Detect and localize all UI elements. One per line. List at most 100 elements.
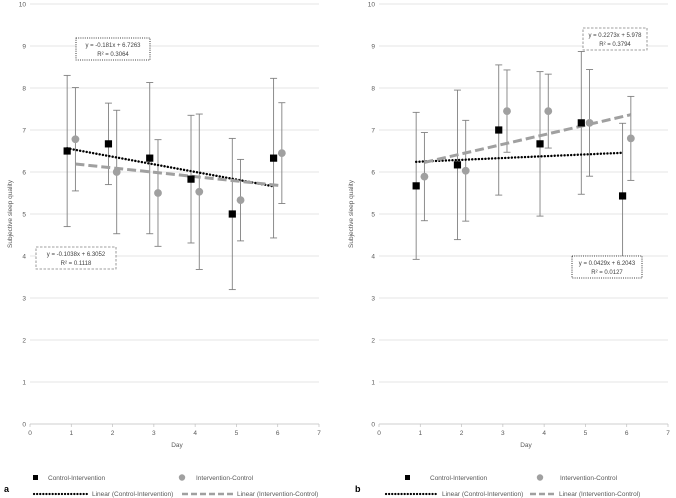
panel-b-x-tick-1: 1 <box>418 430 422 437</box>
panel-a-trendline-ci <box>65 147 275 188</box>
panel-a-point-ic-2 <box>154 189 162 197</box>
panel-a-y-tick-2: 2 <box>22 337 26 344</box>
panel-b-y-tick-6: 6 <box>371 169 375 176</box>
panel-a: 0 1 2 3 4 5 6 7 8 9 10 0 1 2 3 4 5 6 7 Subjective sleep q… <box>4 1 321 498</box>
panel-b-legend-label-linear-ic: Linear (Intervention-Control) <box>559 491 640 498</box>
panel-b-y-ticks: 0 1 2 3 4 5 6 7 8 9 10 <box>368 1 376 428</box>
panel-a-y-tick-6: 6 <box>22 169 26 176</box>
panel-a-x-tick-4: 4 <box>193 430 197 437</box>
panel-a-legend-label-ic: Intervention-Control <box>196 475 254 482</box>
panel-b-x-tick-6: 6 <box>625 430 629 437</box>
panel-a-y-tick-3: 3 <box>22 295 26 302</box>
panel-a-y-tick-10: 10 <box>19 1 27 8</box>
panel-a-point-ic-5 <box>277 149 286 158</box>
panel-b-point-ci-0 <box>412 182 420 190</box>
panel-a-point-ic-4 <box>236 196 245 205</box>
panel-a-point-ci-5 <box>269 154 278 162</box>
panel-a-legend-label-ci: Control-Intervention <box>48 475 105 482</box>
panel-b-x-tick-4: 4 <box>542 430 546 437</box>
panel-a-x-axis-label: Day <box>171 442 183 449</box>
panel-b-y-tick-3: 3 <box>371 295 375 302</box>
panel-b-y-tick-1: 1 <box>371 379 375 386</box>
panel-b-y-tick-9: 9 <box>371 43 375 50</box>
panel-a-points <box>63 135 286 218</box>
panel-a-trendlines <box>65 147 283 188</box>
panel-b-point-ic-3 <box>544 107 553 115</box>
panel-a-y-tick-0: 0 <box>22 421 26 428</box>
panel-a-x-ticks: 0 1 2 3 4 5 6 7 <box>28 424 321 437</box>
panel-a-x-tick-5: 5 <box>235 430 239 437</box>
panel-a-x-tick-3: 3 <box>152 430 156 437</box>
panel-a-point-ci-3 <box>187 175 195 183</box>
panel-b: 0 1 2 3 4 5 6 7 8 9 10 0 1 2 3 4 5 6 7 Subjective sleep q… <box>348 1 670 498</box>
panel-a-y-tick-8: 8 <box>22 85 26 92</box>
panel-a-x-tick-2: 2 <box>111 430 115 437</box>
panel-a-eq-intervention-control: y = -0.1038x + 6.3052 R² = 0.1118 <box>35 246 117 270</box>
panel-b-x-ticks: 0 1 2 3 4 5 6 7 <box>377 424 670 437</box>
panel-b-eq-ic-line2: R² = 0.3794 <box>599 42 631 48</box>
panel-b-grid <box>379 3 668 425</box>
panel-a-y-tick-7: 7 <box>22 127 26 134</box>
panel-b-points <box>412 107 635 200</box>
panel-a-legend-label-linear-ci: Linear (Control-Intervention) <box>92 491 173 498</box>
panel-b-legend: Control-Intervention Intervention-Contro… <box>384 474 640 498</box>
panel-a-x-tick-7: 7 <box>317 430 321 437</box>
panel-b-legend-label-ci: Control-Intervention <box>430 475 487 482</box>
panel-a-y-ticks: 0 1 2 3 4 5 6 7 8 9 10 <box>19 1 27 428</box>
panel-b-legend-marker-ci <box>405 475 410 480</box>
panel-a-point-ci-2 <box>146 154 154 162</box>
panel-b-x-axis-label: Day <box>520 442 532 449</box>
panel-b-y-tick-0: 0 <box>371 421 375 428</box>
panel-a-legend-label-linear-ic: Linear (Intervention-Control) <box>237 491 318 498</box>
panel-b-x-tick-0: 0 <box>377 430 381 437</box>
panel-a-eq-ci-line1: y = -0.181x + 6.7263 <box>85 43 141 49</box>
panel-a-point-ic-0 <box>71 135 80 144</box>
panel-b-eq-ci-line2: R² = 0.0127 <box>591 270 623 276</box>
panel-a-x-tick-6: 6 <box>276 430 280 437</box>
panel-a-legend-marker-ci <box>33 475 38 480</box>
panel-a-y-tick-1: 1 <box>22 379 26 386</box>
panel-b-y-tick-10: 10 <box>368 1 376 8</box>
panel-b-point-ci-2 <box>495 126 503 134</box>
panel-a-eq-ic-line1: y = -0.1038x + 6.3052 <box>47 252 106 258</box>
panel-b-letter: b <box>355 484 361 494</box>
panel-b-trendlines <box>414 113 632 164</box>
panel-a-point-ic-1 <box>112 168 121 176</box>
panel-b-point-ci-5 <box>618 192 627 200</box>
panel-a-eq-ci-line2: R² = 0.3064 <box>97 52 129 58</box>
panel-b-eq-ci-line1: y = 0.0429x + 6.2043 <box>579 261 636 267</box>
panel-b-y-tick-8: 8 <box>371 85 375 92</box>
panel-b-x-tick-5: 5 <box>584 430 588 437</box>
panel-b-legend-label-ic: Intervention-Control <box>560 475 618 482</box>
panel-b-point-ic-4 <box>585 118 594 127</box>
panel-b-y-tick-2: 2 <box>371 337 375 344</box>
panel-b-y-tick-5: 5 <box>371 211 375 218</box>
panel-a-y-tick-4: 4 <box>22 253 26 260</box>
panel-b-point-ci-3 <box>536 140 544 148</box>
panel-a-point-ci-4 <box>228 210 236 218</box>
panel-b-trendline-ci <box>414 151 624 163</box>
panel-b-point-ic-5 <box>626 134 635 143</box>
panel-a-trendline-ic <box>75 162 283 188</box>
panel-b-legend-marker-ic <box>536 474 544 481</box>
panel-b-point-ci-4 <box>577 119 585 127</box>
panel-a-point-ci-0 <box>63 147 71 155</box>
panel-a-point-ic-3 <box>195 187 204 196</box>
panel-a-y-tick-5: 5 <box>22 211 26 218</box>
panel-a-eq-ic-line2: R² = 0.1118 <box>61 261 92 267</box>
panel-b-x-tick-3: 3 <box>501 430 505 437</box>
panel-a-y-axis-label: Subjective sleep quality <box>7 179 14 248</box>
panel-a-x-tick-0: 0 <box>28 430 32 437</box>
panel-b-point-ic-0 <box>420 172 429 181</box>
panel-b-x-tick-2: 2 <box>460 430 464 437</box>
panel-b-eq-control-intervention: y = 0.0429x + 6.2043 R² = 0.0127 <box>571 255 643 279</box>
panel-b-trendline-ic <box>424 113 632 164</box>
panel-a-grid <box>30 3 319 425</box>
panel-b-point-ic-1 <box>461 166 470 175</box>
panel-b-legend-label-linear-ci: Linear (Control-Intervention) <box>442 491 523 498</box>
panel-b-y-axis-label: Subjective sleep quality <box>348 179 355 248</box>
panel-a-point-ci-1 <box>104 140 113 148</box>
panel-b-x-tick-7: 7 <box>666 430 670 437</box>
panel-a-legend-marker-ic <box>178 474 186 481</box>
